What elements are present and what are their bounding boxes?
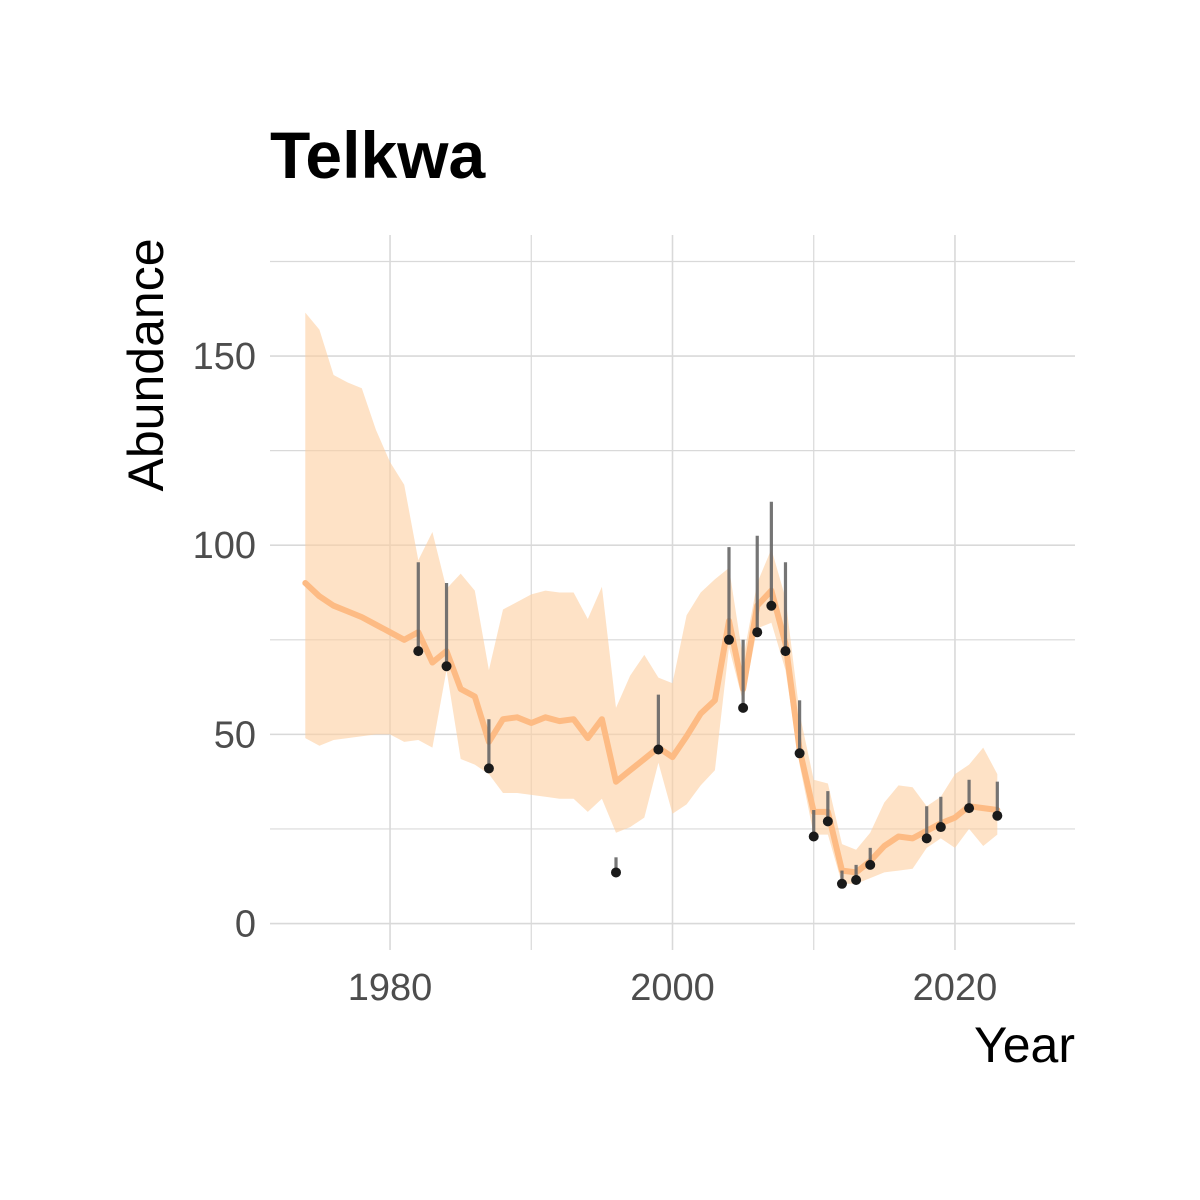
y-axis-title: Abundance <box>118 238 174 491</box>
tick-label-layer: 0 50 100 150 1980 2000 2020 <box>193 336 998 1009</box>
data-point <box>851 875 862 886</box>
confidence-ribbon <box>305 312 998 884</box>
data-point <box>441 661 452 672</box>
errorbar-layer <box>416 501 999 884</box>
x-tick-label: 2000 <box>630 967 715 1009</box>
chart-title: Telkwa <box>270 118 487 192</box>
y-tick-label: 50 <box>214 714 256 756</box>
x-axis-title: Year <box>974 1017 1075 1073</box>
data-point <box>738 702 749 713</box>
data-point <box>723 634 734 645</box>
data-point <box>611 867 622 878</box>
y-tick-label: 100 <box>193 525 256 567</box>
data-point <box>822 816 833 827</box>
y-tick-label: 150 <box>193 336 256 378</box>
x-tick-label: 2020 <box>913 967 998 1009</box>
data-point <box>964 803 975 814</box>
data-point <box>483 763 494 774</box>
data-point <box>413 646 424 657</box>
data-point <box>921 833 932 844</box>
data-point <box>653 744 664 755</box>
data-point <box>752 627 763 638</box>
y-tick-label: 0 <box>235 904 256 946</box>
line-layer <box>302 580 1001 876</box>
data-point <box>865 859 876 870</box>
fitted-abundance-line <box>302 580 1001 876</box>
data-point <box>992 810 1003 821</box>
data-point <box>836 878 847 889</box>
data-point <box>794 748 805 759</box>
x-tick-label: 1980 <box>348 967 433 1009</box>
point-layer <box>413 600 1003 889</box>
data-point <box>935 822 946 833</box>
data-point <box>780 646 791 657</box>
data-point <box>766 600 777 611</box>
ribbon-layer <box>305 312 998 884</box>
data-point <box>808 831 819 842</box>
